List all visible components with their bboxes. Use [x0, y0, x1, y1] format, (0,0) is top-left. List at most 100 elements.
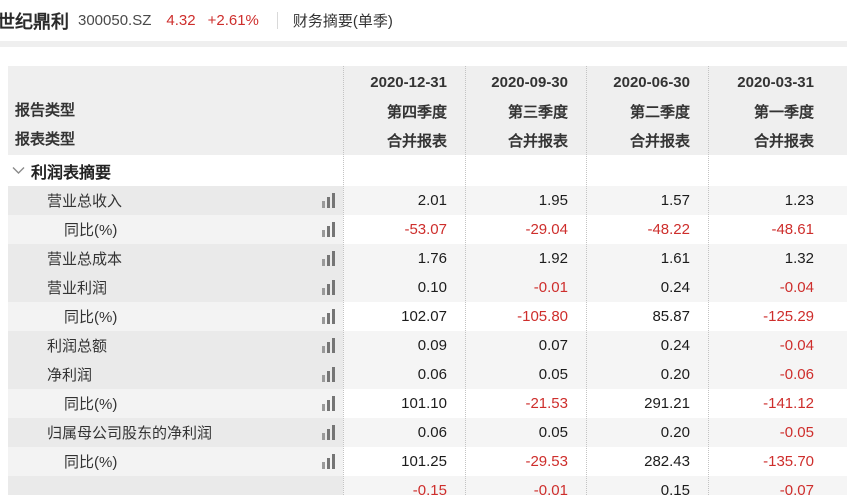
- mini-bar-chart-icon[interactable]: [320, 251, 335, 266]
- value-cell: -48.22: [586, 215, 708, 244]
- header-col-q3: 2020-09-30 第三季度 合并报表: [465, 66, 586, 155]
- table-row: 同比(%) -53.07 -29.04 -48.22 -48.61: [0, 215, 847, 244]
- row-label-cell: 利润总额: [8, 331, 343, 360]
- col-sheet: 合并报表: [386, 133, 447, 151]
- stock-price: 4.32: [166, 12, 196, 29]
- mini-bar-chart-icon[interactable]: [320, 367, 335, 382]
- table-row: 营业总收入 2.01 1.95 1.57 1.23: [0, 186, 847, 215]
- row-label-cell: 营业总收入: [8, 186, 343, 215]
- mini-bar-chart-icon[interactable]: [320, 222, 335, 237]
- section-title: 利润表摘要: [31, 164, 112, 182]
- row-label-cell: 营业总成本: [8, 244, 343, 273]
- value-cell: 1.92: [465, 244, 586, 273]
- header-col-q4: 2020-12-31 第四季度 合并报表: [343, 66, 465, 155]
- table-row: 同比(%) 101.25 -29.53 282.43 -135.70: [0, 447, 847, 476]
- value-cell: 102.07: [343, 302, 465, 331]
- value-cell: 101.25: [343, 447, 465, 476]
- row-label: 营业总成本: [47, 251, 123, 268]
- value-cell: 1.61: [586, 244, 708, 273]
- value-cell: 0.15: [586, 476, 708, 495]
- value-cell: -141.12: [708, 389, 847, 418]
- horizontal-rule: [0, 41, 847, 47]
- value-cell: -125.29: [708, 302, 847, 331]
- value-cell: 0.06: [343, 418, 465, 447]
- mini-bar-chart-icon[interactable]: [320, 338, 335, 353]
- value-cell: -29.53: [465, 447, 586, 476]
- row-label: 利润总额: [47, 338, 108, 355]
- top-bar: 世纪鼎利 300050.SZ 4.32 +2.61% 财务摘要(单季): [0, 0, 847, 41]
- stock-name: 世纪鼎利: [0, 11, 69, 32]
- table-row: 营业利润 0.10 -0.01 0.24 -0.04: [0, 273, 847, 302]
- value-cell: -0.07: [708, 476, 847, 495]
- value-cell: 0.07: [465, 331, 586, 360]
- table-row: 营业总成本 1.76 1.92 1.61 1.32: [0, 244, 847, 273]
- column-divider: [343, 66, 344, 495]
- mini-bar-chart-icon[interactable]: [320, 309, 335, 324]
- value-cell: 282.43: [586, 447, 708, 476]
- col-sheet: 合并报表: [507, 133, 568, 151]
- chevron-down-icon[interactable]: [12, 166, 25, 175]
- header-col-q2: 2020-06-30 第二季度 合并报表: [586, 66, 708, 155]
- value-cell: 0.24: [586, 331, 708, 360]
- row-label-cell: 营业利润: [8, 273, 343, 302]
- value-cell: -21.53: [465, 389, 586, 418]
- col-quarter: 第二季度: [629, 103, 690, 121]
- value-cell: -0.01: [465, 273, 586, 302]
- value-cell: 101.10: [343, 389, 465, 418]
- value-cell: -0.04: [708, 273, 847, 302]
- col-quarter: 第三季度: [507, 103, 568, 121]
- value-cell: -135.70: [708, 447, 847, 476]
- row-label-cell: 同比(%): [8, 389, 343, 418]
- value-cell: -48.61: [708, 215, 847, 244]
- column-divider: [586, 66, 587, 495]
- value-cell: 0.20: [586, 418, 708, 447]
- table-row: 净利润 0.06 0.05 0.20 -0.06: [0, 360, 847, 389]
- value-cell: -0.04: [708, 331, 847, 360]
- col-sheet: 合并报表: [629, 133, 690, 151]
- row-label-cell: 同比(%): [8, 215, 343, 244]
- header-col-q1: 2020-03-31 第一季度 合并报表: [708, 66, 847, 155]
- row-label-cell: 净利润: [8, 360, 343, 389]
- value-cell: 1.95: [465, 186, 586, 215]
- value-cell: 0.05: [465, 360, 586, 389]
- column-divider: [708, 66, 709, 495]
- value-cell: -105.80: [465, 302, 586, 331]
- table-row: 同比(%) 102.07 -105.80 85.87 -125.29: [0, 302, 847, 331]
- col-date: 2020-03-31: [737, 74, 814, 91]
- value-cell: 85.87: [586, 302, 708, 331]
- col-date: 2020-06-30: [613, 74, 690, 91]
- mini-bar-chart-icon[interactable]: [320, 454, 335, 469]
- row-label: 同比(%): [64, 222, 118, 239]
- value-cell: 1.57: [586, 186, 708, 215]
- value-cell: 0.10: [343, 273, 465, 302]
- value-cell: 0.06: [343, 360, 465, 389]
- vertical-divider: [276, 12, 278, 29]
- table-header: 报告类型 报表类型 2020-12-31 第四季度 合并报表 2020-09-3…: [0, 66, 847, 155]
- value-cell: -0.01: [465, 476, 586, 495]
- financial-summary-table: 报告类型 报表类型 2020-12-31 第四季度 合并报表 2020-09-3…: [0, 66, 847, 495]
- value-cell: 0.09: [343, 331, 465, 360]
- value-cell: 2.01: [343, 186, 465, 215]
- column-divider: [465, 66, 466, 495]
- mini-bar-chart-icon[interactable]: [320, 280, 335, 295]
- section-income-statement[interactable]: 利润表摘要: [0, 155, 847, 186]
- mini-bar-chart-icon[interactable]: [320, 193, 335, 208]
- sheet-type-label: 报表类型: [15, 131, 76, 149]
- row-label-cell: 同比(%): [8, 447, 343, 476]
- report-type-label: 报告类型: [15, 101, 76, 119]
- row-label: 净利润: [47, 367, 93, 384]
- mini-bar-chart-icon[interactable]: [320, 396, 335, 411]
- value-cell: 0.05: [465, 418, 586, 447]
- value-cell: 1.32: [708, 244, 847, 273]
- value-cell: -0.15: [343, 476, 465, 495]
- value-cell: 1.23: [708, 186, 847, 215]
- tab-financial-summary[interactable]: 财务摘要(单季): [292, 13, 393, 30]
- mini-bar-chart-icon[interactable]: [320, 425, 335, 440]
- col-quarter: 第四季度: [386, 103, 447, 121]
- value-cell: 291.21: [586, 389, 708, 418]
- value-cell: 0.24: [586, 273, 708, 302]
- col-date: 2020-12-31: [370, 74, 447, 91]
- row-label-cell: 同比(%): [8, 302, 343, 331]
- header-label-cell: 报告类型 报表类型: [8, 66, 343, 155]
- stock-change-percent: +2.61%: [207, 12, 259, 29]
